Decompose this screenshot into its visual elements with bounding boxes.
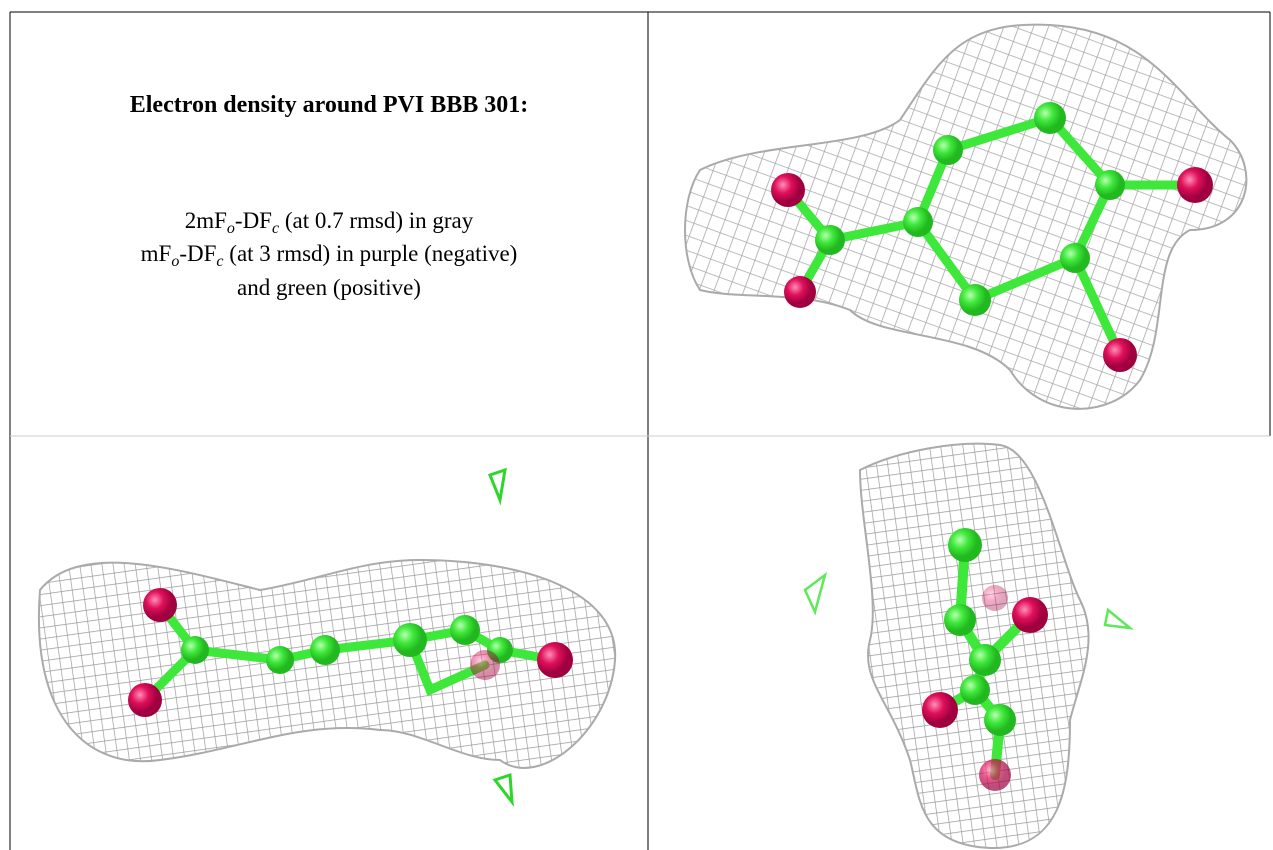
text-part: mF <box>140 241 172 266</box>
legend-line: mFo-DFc (at 3 rmsd) in purple (negative) <box>10 241 648 271</box>
text-part: (at 0.7 rmsd) in gray <box>279 208 474 233</box>
panel-title: Electron density around PVI BBB 301: <box>129 92 529 118</box>
density-view-left <box>37 467 617 807</box>
text-part: -DF <box>234 208 272 233</box>
legend-line: and green (positive) <box>10 275 648 301</box>
text-part: 2mF <box>184 208 227 233</box>
density-view-right <box>803 442 1135 850</box>
density-view-top <box>684 23 1248 410</box>
text-part: -DF <box>179 241 217 266</box>
text-part: (at 3 rmsd) in purple (negative) <box>223 241 518 266</box>
text-part: c <box>271 220 280 237</box>
text-part: and green (positive) <box>237 275 421 300</box>
text-part: o <box>171 253 180 270</box>
table-borders <box>9 11 1271 850</box>
legend-line: 2mFo-DFc (at 0.7 rmsd) in gray <box>10 208 648 238</box>
text-part: c <box>216 253 224 270</box>
text-part: o <box>226 220 235 237</box>
